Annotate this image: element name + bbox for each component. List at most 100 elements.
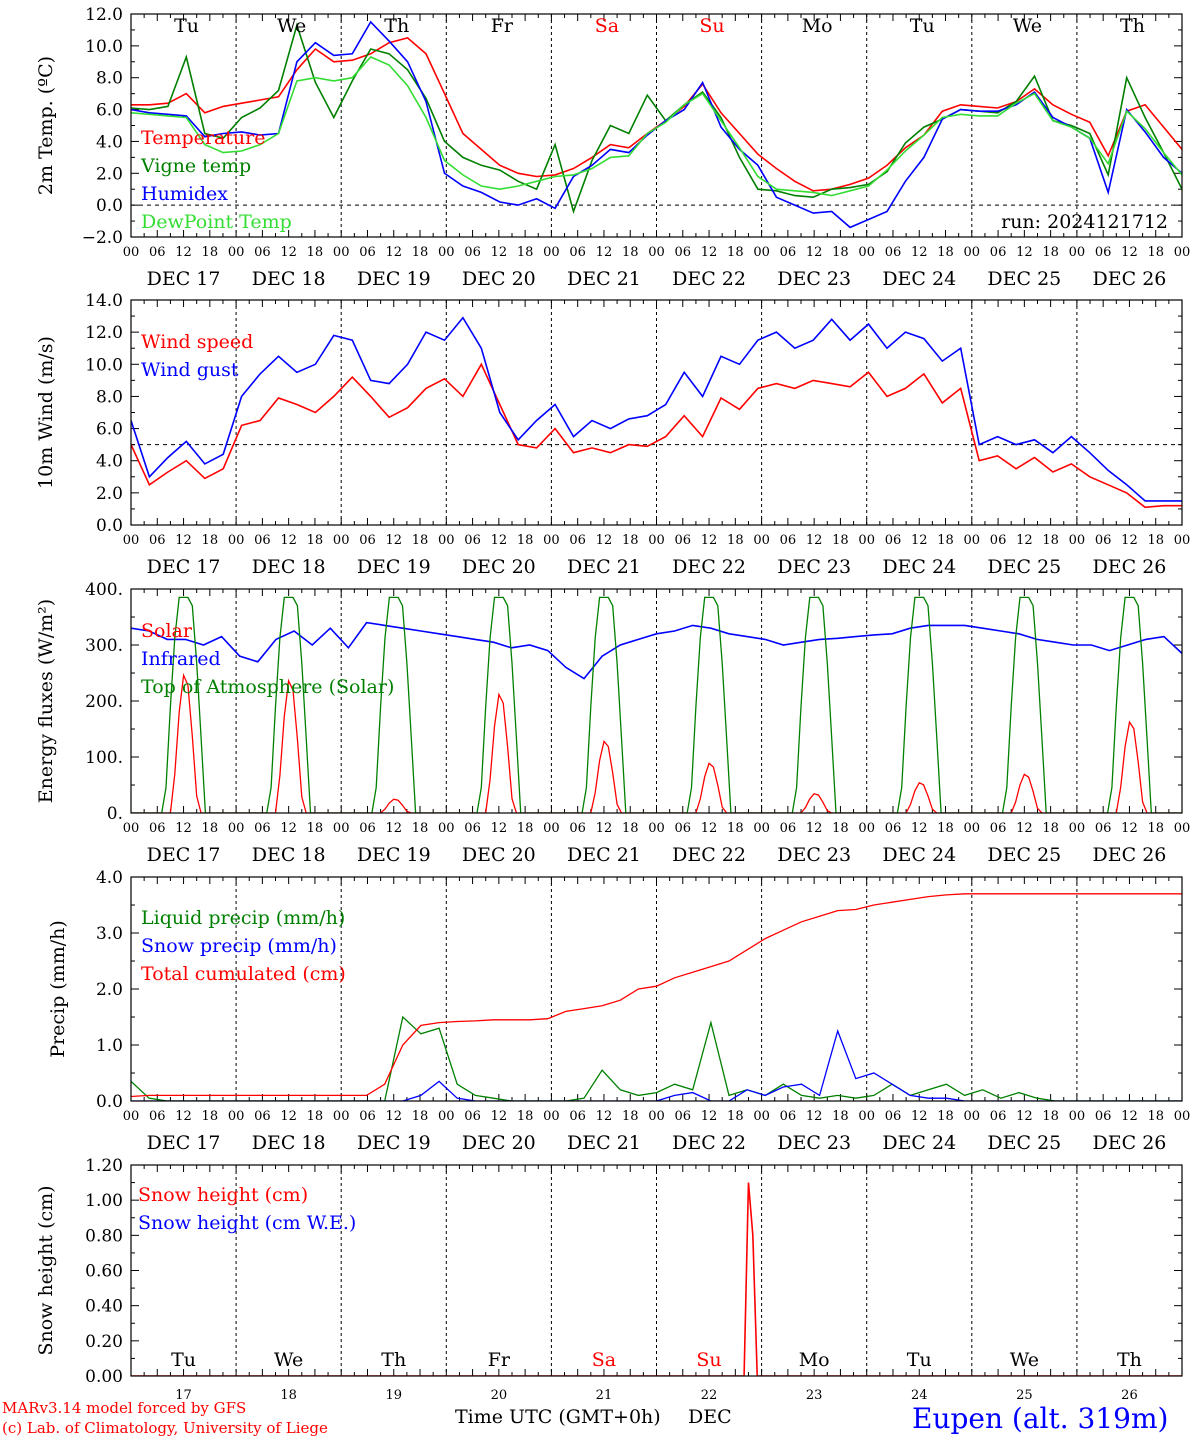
y-tick-label: 0.00	[85, 1367, 123, 1387]
x-date-label: DEC 21	[567, 1132, 641, 1154]
x-hour-label: 06	[1095, 821, 1112, 836]
x-hour-label: 06	[464, 1109, 481, 1124]
weekday-label: Tu	[910, 15, 935, 37]
x-hour-label: 18	[202, 245, 219, 260]
y-tick-label: 1.00	[85, 1191, 123, 1211]
x-hour-label: 00	[228, 245, 245, 260]
x-date-label: DEC 18	[252, 1132, 326, 1154]
x-hour-label: 00	[228, 1109, 245, 1124]
weekday-label: Th	[381, 1349, 406, 1371]
x-hour-label: 00	[123, 533, 140, 548]
x-date-label: DEC 23	[777, 844, 851, 866]
x-hour-label: 06	[1095, 533, 1112, 548]
x-hour-label: 12	[1121, 533, 1138, 548]
x-axis-month: DEC	[688, 1406, 732, 1428]
x-hour-label: 18	[727, 533, 744, 548]
x-hour-label: 12	[1016, 245, 1033, 260]
x-date-label: DEC 22	[672, 268, 746, 290]
legend-entry: Wind speed	[141, 331, 253, 353]
x-hour-label: 12	[175, 245, 192, 260]
x-date-label: DEC 18	[252, 844, 326, 866]
day-number-label: 25	[1016, 1388, 1033, 1403]
x-hour-label: 12	[385, 245, 402, 260]
plot-frame	[130, 1164, 1183, 1377]
x-hour-label: 00	[1069, 821, 1086, 836]
x-date-label: DEC 22	[672, 1132, 746, 1154]
y-axis-title: 2m Temp. (ºC)	[35, 56, 57, 195]
x-hour-label: 12	[596, 821, 613, 836]
x-hour-label: 00	[858, 533, 875, 548]
x-hour-label: 00	[648, 821, 665, 836]
y-tick-label: −2.0	[82, 228, 123, 248]
x-hour-label: 18	[307, 245, 324, 260]
x-hour-label: 00	[543, 1109, 560, 1124]
x-hour-label: 12	[1016, 1109, 1033, 1124]
x-hour-label: 18	[622, 245, 639, 260]
y-axis-title: Energy fluxes (W/m²)	[35, 599, 57, 803]
x-hour-label: 18	[517, 533, 534, 548]
day-number-label: 23	[806, 1388, 823, 1403]
x-hour-label: 18	[202, 533, 219, 548]
legend-entry: Infrared	[141, 648, 221, 670]
y-tick-label: 200.	[85, 692, 123, 712]
x-hour-label: 18	[1147, 821, 1164, 836]
x-hour-label: 00	[1174, 533, 1191, 548]
x-hour-label: 12	[491, 533, 508, 548]
x-date-label: DEC 20	[462, 1132, 536, 1154]
x-date-label: DEC 20	[462, 556, 536, 578]
y-tick-label: 14.0	[85, 291, 123, 311]
x-hour-label: 06	[780, 1109, 797, 1124]
x-hour-label: 12	[701, 533, 718, 548]
weekday-label: Tu	[174, 15, 199, 37]
x-hour-label: 06	[1095, 1109, 1112, 1124]
y-tick-label: 10.0	[85, 355, 123, 375]
series-top-of-atmosphere-solar	[131, 596, 1182, 813]
x-hour-label: 12	[806, 1109, 823, 1124]
y-tick-label: 4.0	[96, 868, 123, 888]
x-hour-label: 00	[648, 533, 665, 548]
x-hour-label: 06	[569, 1109, 586, 1124]
x-hour-label: 00	[1174, 1109, 1191, 1124]
y-tick-label: 8.0	[96, 69, 123, 89]
x-hour-label: 06	[675, 821, 692, 836]
weekday-label: Th	[1120, 15, 1145, 37]
x-hour-label: 06	[464, 245, 481, 260]
y-tick-label: 0.0	[96, 516, 123, 536]
x-hour-label: 12	[1121, 245, 1138, 260]
x-hour-label: 18	[937, 245, 954, 260]
x-hour-label: 06	[569, 245, 586, 260]
y-tick-label: 1.0	[96, 1036, 123, 1056]
x-hour-label: 06	[885, 533, 902, 548]
weekday-label: Mo	[802, 15, 833, 37]
x-date-label: DEC 18	[252, 268, 326, 290]
panel-temp: −2.0 0.0 2.0 4.0 6.0 8.0 10.0 12.0 00 06 12 18 00 06 1…	[35, 5, 1190, 290]
x-date-label: DEC 17	[147, 556, 221, 578]
day-number-label: 21	[596, 1388, 613, 1403]
plot-frame	[130, 299, 1183, 526]
x-hour-label: 00	[228, 533, 245, 548]
x-date-label: DEC 21	[567, 268, 641, 290]
x-hour-label: 18	[307, 821, 324, 836]
y-tick-label: 0.0	[96, 196, 123, 216]
x-hour-label: 00	[1174, 821, 1191, 836]
x-hour-label: 06	[359, 1109, 376, 1124]
x-hour-label: 06	[464, 533, 481, 548]
x-hour-label: 06	[569, 533, 586, 548]
x-hour-label: 00	[753, 1109, 770, 1124]
x-hour-label: 06	[149, 1109, 166, 1124]
series-group	[131, 1182, 1182, 1376]
legend-entry: Liquid precip (mm/h)	[141, 907, 345, 929]
x-hour-label: 00	[333, 533, 350, 548]
x-hour-label: 06	[780, 245, 797, 260]
x-date-label: DEC 24	[882, 268, 956, 290]
x-hour-label: 00	[1174, 245, 1191, 260]
y-tick-label: 2.0	[96, 164, 123, 184]
y-tick-label: 2.0	[96, 484, 123, 504]
x-hour-label: 12	[280, 1109, 297, 1124]
x-hour-label: 12	[385, 821, 402, 836]
series-temperature	[131, 37, 1182, 192]
legend-entry: Humidex	[141, 183, 228, 205]
station-label: Eupen (alt. 319m)	[912, 1402, 1169, 1435]
plot-frame	[130, 588, 1183, 814]
x-date-label: DEC 19	[357, 556, 431, 578]
